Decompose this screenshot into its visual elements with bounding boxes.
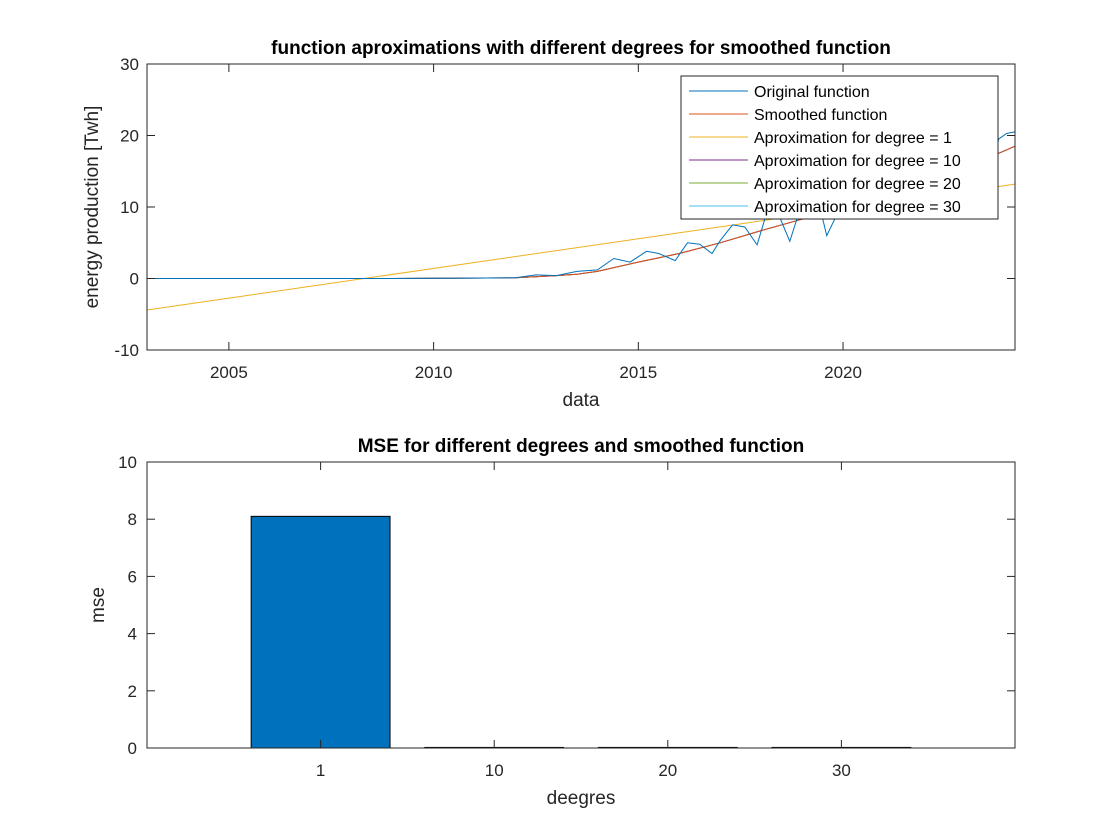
bar-category-label-1: 10 <box>485 761 504 780</box>
bar-y-tick-label-3: 6 <box>128 567 137 586</box>
bar-chart-xlabel: deegres <box>547 788 616 809</box>
x-tick-label-2: 2015 <box>619 363 657 382</box>
x-tick-label-3: 2020 <box>824 363 862 382</box>
legend: Original function Smoothed function Aproxi… <box>680 75 999 220</box>
line-chart-title: function aproximations with different de… <box>271 38 891 59</box>
legend-label-1: Smoothed function <box>754 107 887 124</box>
bar-category-label-3: 30 <box>832 761 851 780</box>
y-tick-label-1: 0 <box>130 270 139 289</box>
x-tick-label-1: 2010 <box>415 363 453 382</box>
bar-0 <box>250 515 391 749</box>
bar-chart: MSE for different degrees and smoothed f… <box>88 436 1016 809</box>
line-chart-axes: 2005 2010 2015 2020 -10 0 10 20 30 <box>114 55 1016 382</box>
y-tick-label-4: 30 <box>120 55 139 74</box>
bar-chart-ylabel: mse <box>88 587 109 623</box>
bar-y-tick-label-0: 0 <box>128 739 137 758</box>
legend-box <box>680 75 999 220</box>
bar-y-tick-label-2: 4 <box>128 625 137 644</box>
legend-label-3: Aproximation for degree = 10 <box>754 153 961 170</box>
x-tick-label-0: 2005 <box>210 363 248 382</box>
legend-label-2: Aproximation for degree = 1 <box>754 130 952 147</box>
line-chart: function aproximations with different de… <box>82 38 1016 411</box>
bar-chart-title: MSE for different degrees and smoothed f… <box>358 436 805 457</box>
bar-category-label-2: 20 <box>658 761 677 780</box>
line-chart-xlabel: data <box>563 390 600 411</box>
line-chart-ylabel: energy production [Twh] <box>82 106 103 309</box>
bar-category-label-0: 1 <box>316 761 325 780</box>
bar-chart-frame <box>146 461 1016 749</box>
bar-chart-axes: 1 10 20 30 0 2 4 6 8 10 <box>118 453 1016 780</box>
legend-label-5: Aproximation for degree = 30 <box>754 199 961 216</box>
y-tick-label-3: 20 <box>120 127 139 146</box>
bar-y-tick-label-1: 2 <box>128 682 137 701</box>
y-tick-label-2: 10 <box>120 198 139 217</box>
bar-y-tick-label-5: 10 <box>118 453 137 472</box>
y-tick-label-0: -10 <box>114 341 139 360</box>
bar-y-tick-label-4: 8 <box>128 510 137 529</box>
legend-label-0: Original function <box>754 84 870 101</box>
legend-label-4: Aproximation for degree = 20 <box>754 176 961 193</box>
